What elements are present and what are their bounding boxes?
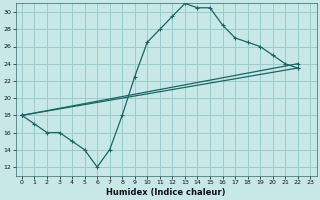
X-axis label: Humidex (Indice chaleur): Humidex (Indice chaleur) [106,188,226,197]
